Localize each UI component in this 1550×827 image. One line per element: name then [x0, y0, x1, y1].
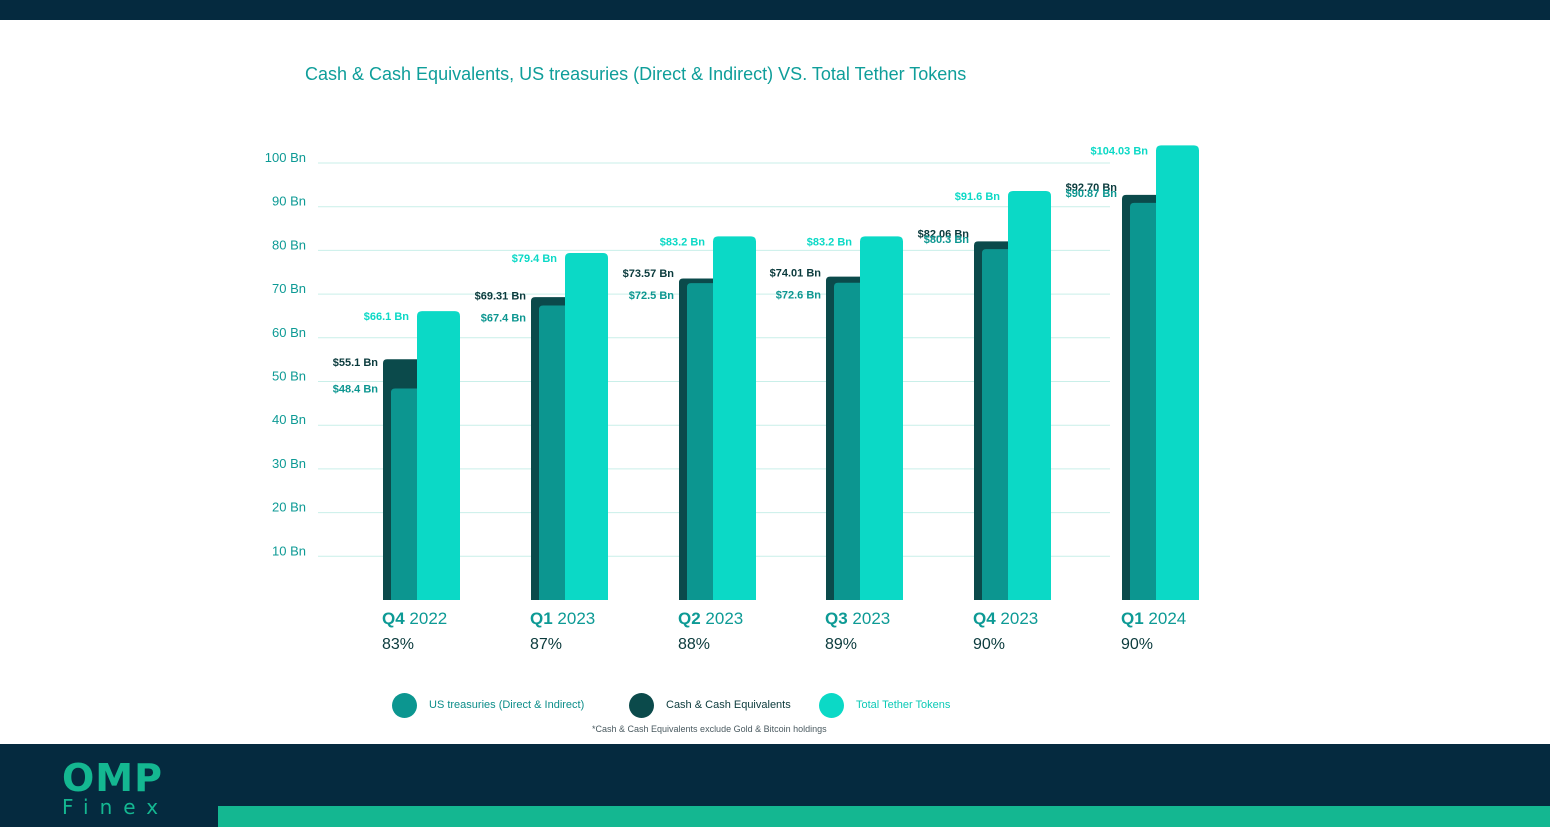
bar-us-treasuries: [391, 388, 425, 600]
y-tick-label: 90 Bn: [272, 194, 306, 209]
data-label-total-tether: $91.6 Bn: [955, 191, 1001, 203]
legend-swatch-total-tether: [819, 692, 844, 718]
x-category-year: 2022: [405, 609, 448, 628]
data-label-cash: $92.70 Bn: [1066, 182, 1118, 194]
x-category-label: Q1 2023: [530, 609, 595, 628]
x-category-year: 2023: [848, 609, 891, 628]
x-category-label: Q4 2022: [382, 609, 447, 628]
legend-item-total-tether: Total Tether Tokens: [819, 691, 950, 719]
top-bar: [0, 0, 1550, 20]
x-category-year: 2023: [553, 609, 596, 628]
bar-total-tether: [860, 236, 903, 600]
x-category-label: Q1 2024: [1121, 609, 1186, 628]
data-label-cash: $74.01 Bn: [770, 268, 822, 280]
omp-finex-logo: OMP Finex: [62, 758, 172, 818]
x-category-percentage: 83%: [382, 636, 414, 653]
bar-total-tether: [713, 236, 756, 600]
x-category-quarter: Q4: [973, 609, 996, 628]
legend-label-total-tether: Total Tether Tokens: [856, 699, 951, 711]
x-category-percentage: 88%: [678, 636, 710, 653]
chart-title: Cash & Cash Equivalents, US treasuries (…: [305, 64, 967, 84]
y-tick-label: 30 Bn: [272, 456, 306, 471]
y-tick-label: 80 Bn: [272, 237, 306, 252]
footer-bar: OMP Finex: [0, 744, 1550, 827]
x-category-percentage: 87%: [530, 636, 562, 653]
y-tick-label: 60 Bn: [272, 325, 306, 340]
x-category-quarter: Q3: [825, 609, 848, 628]
data-label-us-treasuries: $90.87 Bn: [1066, 188, 1118, 200]
data-label-total-tether: $83.2 Bn: [660, 236, 706, 248]
legend-swatch-cash: [629, 692, 654, 718]
data-label-us-treasuries: $80.3 Bn: [924, 234, 970, 246]
data-label-cash: $69.31 Bn: [475, 290, 527, 302]
data-label-total-tether: $83.2 Bn: [807, 236, 853, 248]
logo-wordmark: OMP: [62, 756, 163, 800]
y-tick-label: 40 Bn: [272, 412, 306, 427]
bar-total-tether: [417, 311, 460, 600]
footer-accent-stripe: [218, 806, 1550, 827]
x-category-quarter: Q4: [382, 609, 405, 628]
logo-subtitle: Finex: [62, 795, 170, 819]
footnote: *Cash & Cash Equivalents exclude Gold & …: [592, 724, 827, 734]
legend-swatch-us-treasuries: [392, 692, 417, 718]
legend-label-cash: Cash & Cash Equivalents: [666, 699, 791, 711]
data-label-cash: $55.1 Bn: [333, 357, 379, 369]
x-category-quarter: Q2: [678, 609, 701, 628]
y-tick-label: 10 Bn: [272, 543, 306, 558]
x-category-quarter: Q1: [1121, 609, 1144, 628]
x-category-label: Q3 2023: [825, 609, 890, 628]
data-label-cash: $82.06 Bn: [918, 228, 970, 240]
x-category-percentage: 90%: [973, 636, 1005, 653]
x-category-year: 2024: [1144, 609, 1187, 628]
data-label-cash: $73.57 Bn: [623, 268, 675, 280]
data-label-us-treasuries: $72.5 Bn: [629, 290, 675, 302]
bar-us-treasuries: [1130, 202, 1164, 600]
y-tick-label: 50 Bn: [272, 369, 306, 384]
legend-label-us-treasuries: US treasuries (Direct & Indirect): [429, 699, 585, 711]
bar-us-treasuries: [834, 282, 868, 600]
bar-total-tether: [1008, 190, 1051, 600]
x-category-quarter: Q1: [530, 609, 553, 628]
x-category-year: 2023: [701, 609, 744, 628]
legend-item-cash: Cash & Cash Equivalents: [629, 691, 791, 719]
data-label-us-treasuries: $72.6 Bn: [776, 290, 822, 302]
x-category-label: Q4 2023: [973, 609, 1038, 628]
data-label-us-treasuries: $67.4 Bn: [481, 312, 527, 324]
y-tick-label: 100 Bn: [265, 150, 306, 165]
x-category-percentage: 90%: [1121, 636, 1153, 653]
y-tick-label: 70 Bn: [272, 281, 306, 296]
data-label-total-tether: $79.4 Bn: [512, 253, 558, 265]
x-category-percentage: 89%: [825, 636, 857, 653]
chart-legend: US treasuries (Direct & Indirect) Cash &…: [392, 691, 1092, 719]
bar-total-tether: [565, 253, 608, 600]
data-label-total-tether: $66.1 Bn: [364, 311, 410, 323]
bar-total-tether: [1156, 145, 1199, 600]
bar-chart: 10 Bn 20 Bn 30 Bn 40 Bn 50 Bn 60 Bn 70 Bn 80 Bn…: [265, 145, 1199, 653]
y-tick-label: 20 Bn: [272, 500, 306, 515]
bar-us-treasuries: [982, 249, 1016, 601]
legend-item-us-treasuries: US treasuries (Direct & Indirect): [392, 691, 584, 719]
x-category-label: Q2 2023: [678, 609, 743, 628]
data-label-us-treasuries: $48.4 Bn: [333, 383, 379, 395]
bar-us-treasuries: [687, 283, 721, 600]
data-label-total-tether: $104.03 Bn: [1091, 145, 1149, 157]
bar-us-treasuries: [539, 305, 573, 600]
x-category-year: 2023: [996, 609, 1039, 628]
